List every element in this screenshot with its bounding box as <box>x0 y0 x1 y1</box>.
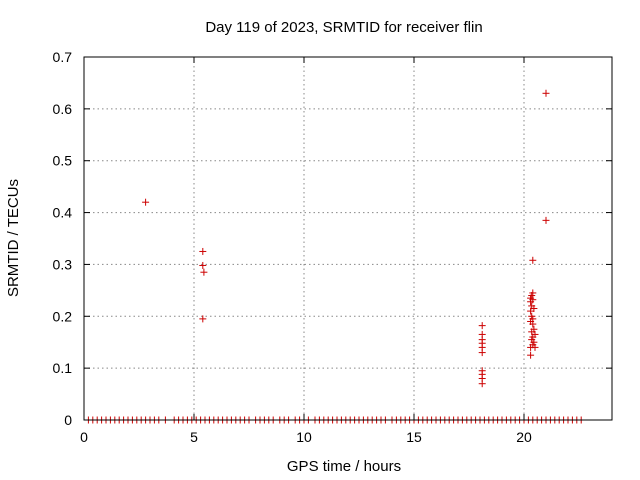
y-tick-label: 0.6 <box>53 101 73 117</box>
data-point <box>200 268 208 276</box>
y-tick-label: 0.7 <box>53 49 73 65</box>
data-point <box>199 261 207 269</box>
data-point <box>531 343 539 351</box>
plot-frame <box>83 56 613 421</box>
y-tick-label: 0.5 <box>53 153 73 169</box>
data-point <box>527 351 535 359</box>
data-point <box>478 380 486 388</box>
data-point <box>529 256 537 264</box>
data-point <box>542 89 550 97</box>
x-axis-ticks: 0 5 10 15 20 <box>80 57 532 445</box>
x-tick-label: 5 <box>190 429 198 445</box>
x-tick-label: 10 <box>296 429 312 445</box>
y-tick-label: 0.3 <box>53 256 73 272</box>
y-tick-label: 0.4 <box>53 205 73 221</box>
data-point <box>478 322 486 330</box>
chart-title: Day 119 of 2023, SRMTID for receiver fli… <box>205 19 482 36</box>
data-point <box>529 289 537 297</box>
y-tick-label: 0 <box>64 412 72 428</box>
data-point <box>142 198 150 206</box>
y-axis-ticks: 0 0.1 0.2 0.3 0.4 0.5 0.6 0.7 <box>53 49 612 428</box>
y-tick-label: 0.1 <box>53 360 73 376</box>
data-point <box>199 247 207 255</box>
x-tick-label: 20 <box>516 429 532 445</box>
data-point <box>199 315 207 323</box>
x-tick-label: 15 <box>406 429 422 445</box>
data-point <box>529 320 537 328</box>
grid <box>84 57 612 420</box>
data-point <box>527 307 535 315</box>
data-point <box>542 216 550 224</box>
y-tick-label: 0.2 <box>53 308 73 324</box>
x-tick-label: 0 <box>80 429 88 445</box>
data-point <box>529 296 537 304</box>
x-axis-title: GPS time / hours <box>287 458 401 475</box>
data-point <box>478 349 486 357</box>
y-axis-title: SRMTID / TECUs <box>5 179 22 297</box>
